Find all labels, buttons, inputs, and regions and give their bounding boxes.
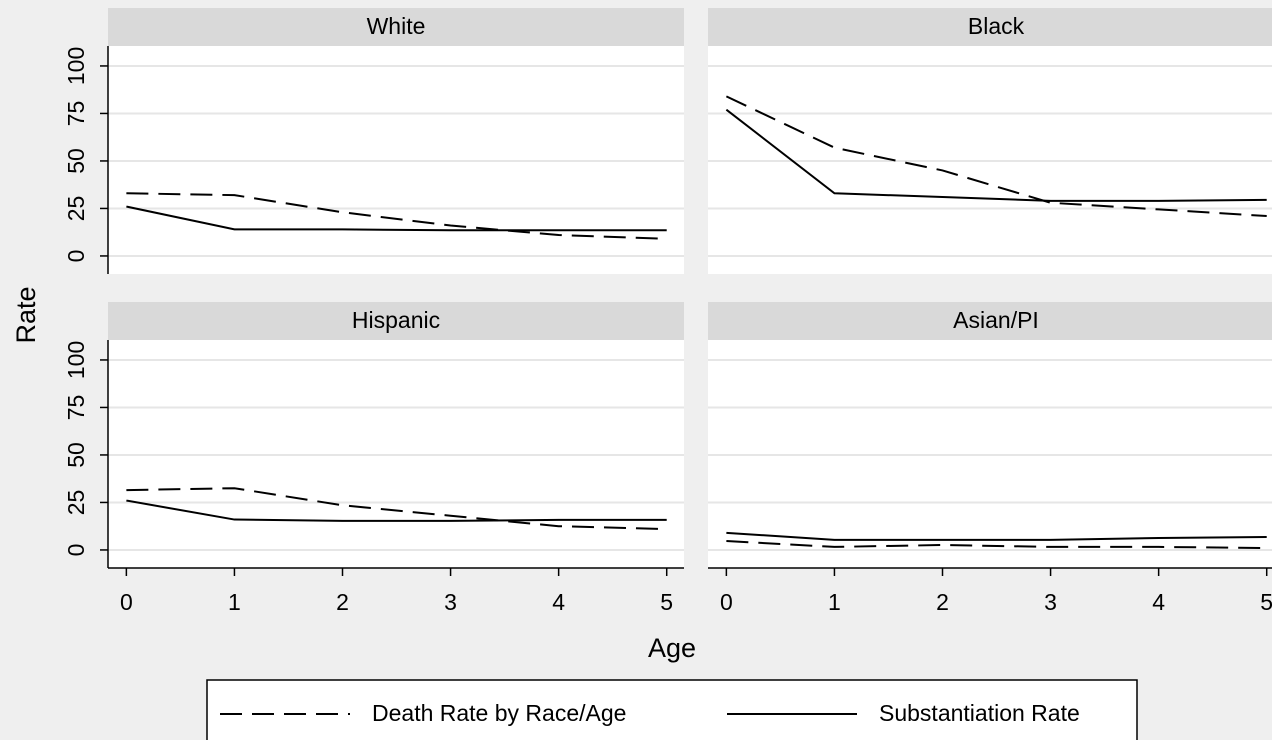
x-axis-label: Age (648, 633, 696, 663)
y-tick-label: 75 (63, 395, 89, 421)
x-tick-label: 3 (1044, 589, 1057, 615)
series-line (126, 192, 667, 240)
legend (206, 679, 1138, 740)
y-tick-label: 0 (63, 544, 89, 557)
y-tick-label: 50 (63, 148, 89, 174)
x-tick-label: 1 (228, 589, 241, 615)
legend-label: Death Rate by Race/Age (372, 700, 626, 726)
panel-header (108, 8, 684, 46)
y-tick-label: 25 (63, 196, 89, 222)
x-tick-label: 4 (552, 589, 565, 615)
legend-label: Substantiation Rate (879, 700, 1080, 726)
x-tick-label: 0 (120, 589, 133, 615)
series-line (725, 108, 1267, 202)
series-line (126, 499, 667, 522)
panel-header (108, 302, 684, 340)
x-tick-label: 5 (660, 589, 673, 615)
series-line (126, 205, 667, 232)
x-tick-label: 4 (1152, 589, 1165, 615)
y-axis-label: Rate (11, 286, 41, 343)
x-tick-label: 2 (936, 589, 949, 615)
y-tick-label: 25 (63, 490, 89, 516)
y-tick-label: 100 (63, 47, 89, 85)
panel-title: Asian/PI (953, 307, 1039, 333)
x-tick-label: 0 (720, 589, 733, 615)
panel-title: Black (968, 13, 1025, 39)
panel-title: White (367, 13, 426, 39)
x-tick-label: 3 (444, 589, 457, 615)
y-tick-label: 0 (63, 250, 89, 263)
y-tick-label: 50 (63, 442, 89, 468)
x-tick-label: 1 (828, 589, 841, 615)
x-tick-label: 5 (1260, 589, 1272, 615)
panel-header (708, 302, 1272, 340)
panel-title: Hispanic (352, 307, 440, 333)
series-line (725, 95, 1267, 218)
series-line (126, 487, 667, 531)
x-tick-label: 2 (336, 589, 349, 615)
series-line (726, 540, 1267, 550)
y-tick-label: 75 (63, 101, 89, 127)
panel-header (708, 8, 1272, 46)
y-tick-label: 100 (63, 341, 89, 379)
series-line (726, 531, 1267, 541)
